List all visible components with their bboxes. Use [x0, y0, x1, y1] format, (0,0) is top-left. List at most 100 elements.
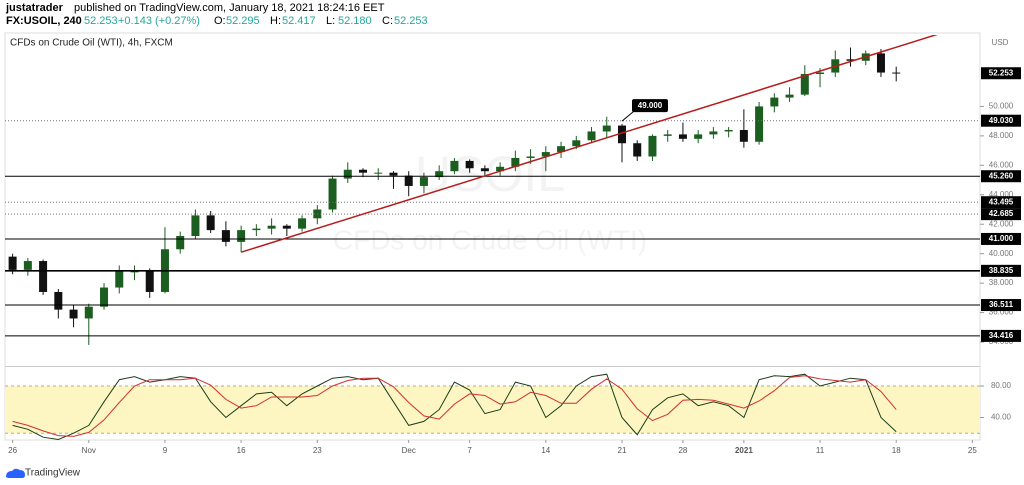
level-tag: [981, 114, 1021, 127]
overlay: 34.00036.00038.00040.00042.00044.00046.0…: [5, 67, 1021, 455]
candle-body: [633, 143, 642, 157]
last: 52.253: [84, 15, 118, 27]
level-label: 42.685: [989, 209, 1014, 218]
candle-body: [221, 230, 230, 242]
ohlc-key: H:: [270, 15, 281, 27]
candle-body: [587, 131, 596, 141]
brand: TradingView: [25, 468, 81, 479]
level-label: 49.030: [989, 116, 1014, 125]
candle-body: [678, 134, 687, 139]
x-tick-label: 21: [618, 446, 627, 455]
candle-body: [328, 178, 337, 210]
level-tag: [981, 232, 1021, 245]
published: published on TradingView.com, January 18…: [74, 2, 385, 14]
trendline: [240, 35, 938, 253]
candle-body: [892, 72, 901, 74]
candle-body: [800, 74, 809, 95]
frame: [4, 32, 981, 441]
stoch-line: [12, 373, 897, 441]
candle-body: [359, 169, 368, 173]
candle-body: [115, 271, 124, 288]
x-tick-label: 26: [8, 446, 17, 455]
ohlc-key: C:: [382, 15, 393, 27]
candle-body: [374, 172, 383, 174]
candle-body: [572, 140, 581, 147]
last-price-tag: [981, 67, 1021, 80]
y-tick-label: 50.000: [989, 102, 1014, 111]
y-tick-label: 38.000: [989, 278, 1014, 287]
ohlc-key: O:: [214, 15, 226, 27]
candle-body: [770, 97, 779, 107]
candle-body: [694, 134, 703, 139]
candle-body: [8, 256, 17, 270]
candle-body: [206, 215, 215, 231]
y-tick-label: 40.000: [989, 249, 1014, 258]
level-tag: [981, 208, 1021, 221]
annotation-box: [631, 99, 668, 113]
ohlc-value: 52.295: [226, 15, 260, 27]
candle-body: [100, 287, 109, 307]
level-label: 38.835: [989, 266, 1014, 275]
level-tag: [981, 329, 1021, 342]
candle-body: [84, 306, 93, 319]
y-tick-label: 48.000: [989, 131, 1014, 140]
annotation-label: 49.000: [638, 101, 663, 110]
candle-body: [39, 261, 48, 292]
candle-body: [267, 225, 276, 229]
author: justatrader: [5, 2, 64, 14]
candle-body: [145, 271, 154, 292]
candle-body: [724, 129, 733, 132]
level-tag: [981, 196, 1021, 209]
candle-body: [663, 134, 672, 136]
x-tick-label: Dec: [402, 446, 416, 455]
candle-body: [876, 53, 885, 73]
y-tick-label: 44.000: [989, 190, 1014, 199]
candle-body: [785, 94, 794, 98]
x-tick-label: 14: [541, 446, 550, 455]
level-label: 45.260: [989, 171, 1014, 180]
y-tick-label: 42.000: [989, 219, 1014, 228]
y-tick-label: 36.000: [989, 308, 1014, 317]
candle-body: [69, 309, 78, 319]
candle-body: [237, 230, 246, 242]
candle-body: [755, 106, 764, 142]
price-pane: [5, 35, 980, 345]
candle-body: [191, 215, 200, 237]
x-tick-label: Nov: [82, 446, 96, 455]
candle-body: [23, 261, 32, 270]
symbol: FX:USOIL, 240: [6, 15, 82, 27]
candle-body: [541, 152, 550, 157]
candle-body: [282, 225, 291, 229]
footer: TradingView: [6, 468, 81, 479]
stoch-line: [12, 375, 897, 437]
annotation-pointer: [621, 110, 635, 122]
x-tick-label: 11: [816, 446, 825, 455]
x-tick-label: 16: [237, 446, 246, 455]
candle-body: [419, 177, 428, 186]
candle-body: [602, 125, 611, 132]
x-tick-label: 18: [892, 446, 901, 455]
level-label: 43.495: [989, 197, 1014, 206]
level-tag: [981, 299, 1021, 312]
candle-body: [54, 291, 63, 310]
ohlc-value: 52.180: [338, 15, 372, 27]
chart-title: CFDs on Crude Oil (WTI), 4h, FXCM: [10, 38, 173, 49]
candle-body: [480, 168, 489, 172]
candle-body: [176, 236, 185, 250]
candle-body: [389, 172, 398, 176]
candle-body: [648, 135, 657, 157]
currency: USD: [992, 38, 1009, 47]
candle-body: [511, 157, 520, 167]
candle-body: [496, 166, 505, 172]
candle-body: [739, 129, 748, 142]
candle-body: [709, 131, 718, 135]
ohlc-value: 52.417: [282, 15, 316, 27]
level-tag: [981, 264, 1021, 277]
candle-body: [450, 160, 459, 172]
y-tick-label: 46.000: [989, 160, 1014, 169]
x-tick-label: 28: [678, 446, 687, 455]
change: +0.143 (+0.27%): [118, 15, 200, 27]
candle-body: [435, 171, 444, 178]
